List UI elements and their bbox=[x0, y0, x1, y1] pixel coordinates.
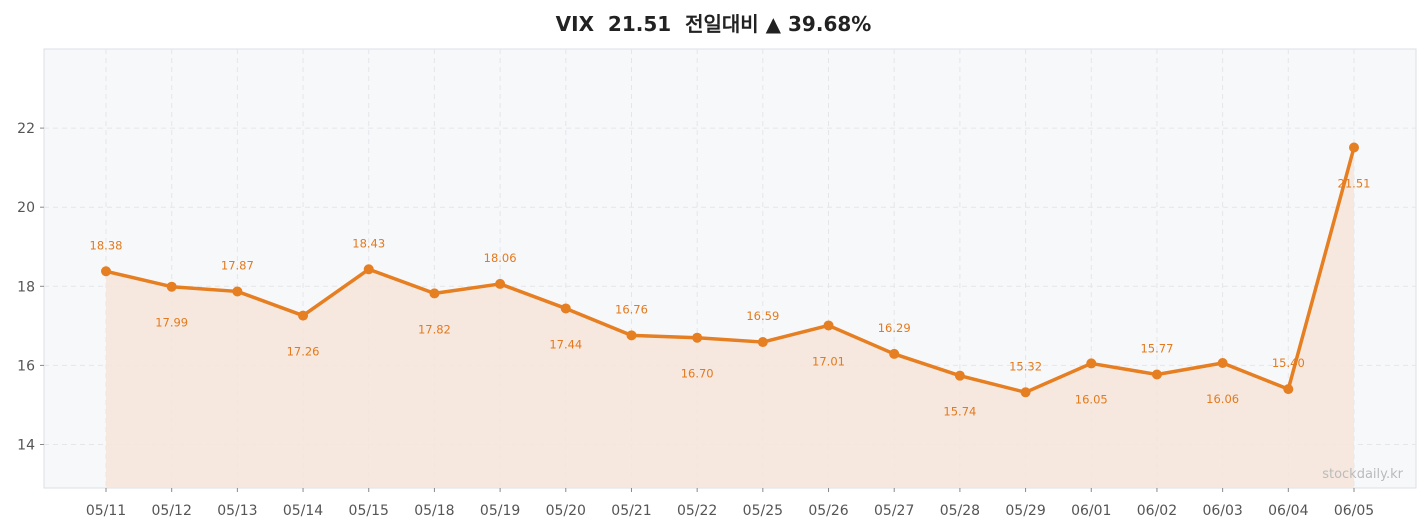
x-tick-label: 05/19 bbox=[480, 503, 520, 519]
data-point bbox=[692, 332, 703, 343]
data-label: 15.40 bbox=[1272, 356, 1305, 370]
chart-title: VIX 21.51 전일대비 ▲ 39.68% bbox=[555, 12, 872, 36]
x-tick-label: 05/18 bbox=[414, 503, 454, 519]
data-labels-layer: 18.38 17.99 17.87 17.26 18.43 17.82 18.06 17.44… bbox=[90, 176, 1371, 418]
data-point bbox=[954, 370, 965, 381]
series-area bbox=[106, 147, 1354, 488]
data-point bbox=[823, 320, 834, 331]
x-tick-label: 05/27 bbox=[874, 503, 914, 519]
x-tick-label: 06/04 bbox=[1268, 503, 1308, 519]
data-label: 17.26 bbox=[287, 345, 320, 359]
data-label: 15.77 bbox=[1140, 341, 1173, 355]
x-tick-label: 05/12 bbox=[152, 503, 192, 519]
data-label: 17.01 bbox=[812, 354, 845, 368]
data-point bbox=[232, 286, 243, 297]
x-tick-label: 05/25 bbox=[743, 503, 783, 519]
x-tick-label: 06/02 bbox=[1137, 503, 1177, 519]
data-point bbox=[757, 337, 768, 348]
x-tick-label: 05/14 bbox=[283, 503, 323, 519]
series-line-layer bbox=[105, 147, 1356, 395]
data-point bbox=[363, 264, 374, 275]
x-tick-label: 06/03 bbox=[1202, 503, 1242, 519]
series-line bbox=[105, 147, 1356, 395]
area-fill-layer bbox=[106, 147, 1354, 488]
x-tick-label: 05/20 bbox=[546, 503, 586, 519]
x-tick-label: 06/05 bbox=[1334, 503, 1374, 519]
data-point bbox=[429, 288, 440, 299]
data-point bbox=[1283, 384, 1294, 395]
x-tick-label: 05/21 bbox=[611, 503, 651, 519]
x-tick-label: 06/01 bbox=[1071, 503, 1111, 519]
y-tick-label: 22 bbox=[17, 121, 35, 137]
y-tick-label: 14 bbox=[17, 437, 35, 453]
data-label: 21.51 bbox=[1338, 176, 1371, 190]
data-label: 15.74 bbox=[943, 405, 976, 419]
data-point bbox=[889, 348, 900, 359]
x-tick-label: 05/29 bbox=[1005, 503, 1045, 519]
data-label: 16.05 bbox=[1075, 392, 1108, 406]
data-label: 18.43 bbox=[352, 236, 385, 250]
data-point bbox=[1151, 369, 1162, 380]
data-point bbox=[1217, 358, 1228, 369]
x-tick-label: 05/13 bbox=[217, 503, 257, 519]
x-tick-label: 05/26 bbox=[808, 503, 848, 519]
data-point bbox=[1349, 142, 1359, 153]
data-label: 18.38 bbox=[90, 238, 123, 252]
data-point bbox=[1086, 358, 1097, 369]
data-label: 16.06 bbox=[1206, 392, 1239, 406]
y-tick-label: 20 bbox=[17, 200, 35, 216]
data-label: 16.29 bbox=[878, 321, 911, 335]
data-label: 17.87 bbox=[221, 258, 254, 272]
data-point bbox=[626, 330, 637, 341]
x-tick-label: 05/15 bbox=[349, 503, 389, 519]
x-tick-label: 05/11 bbox=[86, 503, 126, 519]
data-point bbox=[560, 303, 571, 314]
data-label: 17.82 bbox=[418, 322, 451, 336]
data-label: 16.70 bbox=[681, 367, 714, 381]
data-point bbox=[1020, 387, 1031, 398]
axes-layer: 14 16 18 20 22 05/11 05/12 05/13 05/14 05/15 05/18… bbox=[17, 121, 1374, 519]
y-tick-label: 18 bbox=[17, 279, 35, 295]
data-label: 17.44 bbox=[549, 337, 582, 351]
data-point bbox=[101, 266, 111, 277]
data-point bbox=[298, 310, 309, 321]
data-label: 16.76 bbox=[615, 302, 648, 316]
y-tick-label: 16 bbox=[17, 358, 35, 374]
data-label: 15.32 bbox=[1009, 359, 1042, 373]
data-label: 17.99 bbox=[155, 316, 188, 330]
data-label: 18.06 bbox=[484, 251, 517, 265]
watermark-text: stockdaily.kr bbox=[1322, 467, 1403, 482]
x-tick-label: 05/28 bbox=[940, 503, 980, 519]
x-tick-label: 05/22 bbox=[677, 503, 717, 519]
data-point bbox=[495, 278, 506, 289]
data-points-layer bbox=[101, 142, 1359, 398]
data-point bbox=[166, 281, 177, 292]
data-label: 16.59 bbox=[746, 309, 779, 323]
